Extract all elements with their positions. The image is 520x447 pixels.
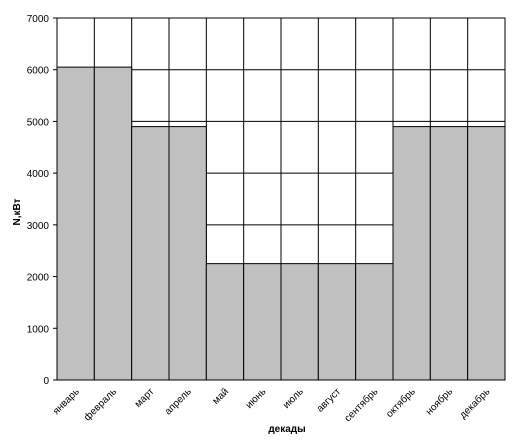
bar [131, 126, 170, 381]
x-tick-label: март [133, 386, 157, 410]
y-tick-label: 5000 [27, 117, 50, 128]
x-tick-label: январь [51, 386, 82, 417]
x-tick-label: декабрь [457, 386, 492, 421]
y-tick-label: 1000 [27, 324, 50, 335]
x-axis-label: декады [268, 424, 305, 435]
bar [93, 66, 133, 381]
x-tick-label: февраль [81, 386, 119, 424]
x-tick-label: август [315, 386, 344, 415]
y-tick-label: 6000 [27, 66, 50, 77]
y-tick-label: 4000 [27, 169, 50, 180]
x-tick-label: ноябрь [423, 386, 455, 418]
y-tick-label: 3000 [27, 221, 50, 232]
y-tick-label: 2000 [27, 273, 50, 284]
bar [205, 263, 245, 381]
bar [56, 66, 95, 381]
plot-border [56, 17, 506, 381]
x-tick-label: июль [281, 386, 306, 411]
x-tick-label: июнь [244, 386, 269, 411]
x-tick-label: май [211, 386, 232, 407]
bar [317, 263, 357, 381]
bar [280, 263, 319, 381]
bar [168, 126, 207, 381]
bar [467, 126, 506, 381]
y-tick-label: 0 [43, 376, 49, 387]
y-axis-label: N,кВт [12, 198, 23, 225]
bar [243, 263, 282, 381]
x-tick-label: октябрь [383, 386, 417, 420]
bar [355, 263, 394, 381]
x-tick-label: апрель [163, 386, 194, 417]
y-tick-label: 7000 [27, 14, 50, 25]
x-tick-label: сентябрь [342, 386, 381, 425]
bar [429, 126, 469, 381]
bar [392, 126, 431, 381]
